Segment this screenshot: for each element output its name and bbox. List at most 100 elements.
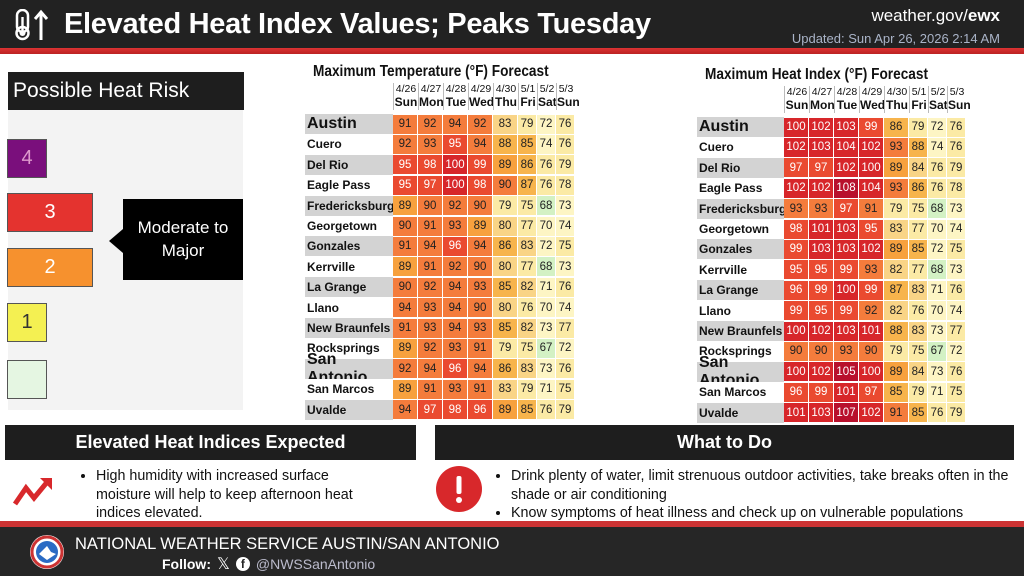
forecast-cell: 77	[556, 318, 574, 338]
forecast-cell: 94	[393, 298, 417, 318]
forecast-cell: 87	[518, 175, 536, 195]
alert-exclamation-icon	[436, 466, 482, 512]
x-icon[interactable]: 𝕏	[217, 556, 230, 573]
day-date: 4/28	[445, 83, 467, 95]
forecast-cell: 85	[884, 382, 908, 402]
city-name: San Marcos	[697, 382, 784, 403]
trend-up-arrow-icon	[12, 478, 52, 506]
table-row: Del Rio 95 98 100 99 89 86 76 79	[305, 154, 575, 175]
facebook-icon[interactable]: f	[235, 557, 250, 571]
forecast-cell: 100	[443, 155, 467, 175]
day-header: 4/30 Thu	[493, 83, 518, 110]
forecast-cell: 79	[884, 341, 908, 361]
city-name: San Marcos	[305, 379, 393, 400]
city-name: Eagle Pass	[697, 178, 784, 199]
what-to-do-header: What to Do	[435, 425, 1014, 460]
forecast-cell: 98	[418, 155, 442, 175]
day-header: 4/27 Mon	[809, 86, 835, 113]
forecast-cell: 101	[809, 219, 833, 239]
forecast-cell: 93	[468, 318, 492, 338]
day-name: Fri	[520, 95, 536, 109]
forecast-cell: 85	[909, 403, 927, 423]
updated-timestamp: Updated: Sun Apr 26, 2026 2:14 AM	[791, 31, 1000, 46]
day-date: 4/26	[395, 83, 417, 95]
forecast-cell: 107	[834, 403, 858, 423]
day-date: 4/27	[420, 83, 442, 95]
forecast-cell: 82	[518, 318, 536, 338]
forecast-cell: 97	[784, 158, 808, 178]
table-row: Georgetown 90 91 93 89 80 77 70 74	[305, 216, 575, 236]
forecast-cell: 76	[928, 403, 946, 423]
forecast-cell: 83	[493, 114, 517, 134]
forecast-cell: 101	[834, 382, 858, 402]
footer-bar	[0, 527, 1024, 576]
forecast-cell: 80	[493, 216, 517, 236]
footer-stripe	[0, 521, 1024, 527]
forecast-cell: 99	[784, 301, 808, 321]
forecast-cell: 82	[884, 260, 908, 280]
city-name: Del Rio	[697, 157, 784, 178]
forecast-cell: 76	[537, 155, 555, 175]
forecast-cell: 89	[393, 257, 417, 277]
forecast-cell: 97	[859, 382, 883, 402]
forecast-cell: 84	[909, 362, 927, 382]
forecast-cell: 75	[947, 239, 965, 259]
forecast-cell: 70	[928, 301, 946, 321]
forecast-cell: 97	[418, 175, 442, 195]
forecast-cell: 70	[537, 298, 555, 318]
table-row: New Braunfels 91 93 94 93 85 82 73 77	[305, 318, 575, 338]
forecast-cell: 95	[784, 260, 808, 280]
forecast-cell: 94	[443, 298, 467, 318]
table-row: Kerrville 95 95 99 93 82 77 68 73	[697, 259, 966, 280]
table-row: Uvalde 101 103 107 102 91 85 76 79	[697, 402, 966, 423]
forecast-cell: 89	[468, 216, 492, 236]
forecast-cell: 91	[393, 236, 417, 256]
forecast-cell: 90	[393, 277, 417, 297]
forecast-cell: 89	[393, 338, 417, 358]
forecast-cell: 91	[418, 216, 442, 236]
forecast-cell: 75	[556, 236, 574, 256]
expected-header: Elevated Heat Indices Expected	[5, 425, 416, 460]
forecast-cell: 83	[518, 236, 536, 256]
forecast-cell: 72	[928, 239, 946, 259]
forecast-cell: 90	[468, 257, 492, 277]
risk-level-3: 3	[7, 193, 93, 232]
table-row: Georgetown 98 101 103 95 83 77 70 74	[697, 219, 966, 239]
forecast-cell: 76	[537, 400, 555, 420]
site-link[interactable]: weather.gov/ewx	[871, 6, 1000, 25]
forecast-cell: 79	[493, 338, 517, 358]
social-handle[interactable]: @NWSSanAntonio	[255, 556, 376, 572]
forecast-cell: 93	[859, 260, 883, 280]
forecast-cell: 80	[493, 298, 517, 318]
day-header: 5/3 Sun	[556, 83, 580, 110]
forecast-cell: 91	[393, 318, 417, 338]
forecast-cell: 70	[928, 219, 946, 239]
day-name: Mon	[810, 98, 835, 112]
forecast-cell: 76	[909, 301, 927, 321]
forecast-cell: 94	[443, 114, 467, 134]
forecast-cell: 87	[884, 280, 908, 300]
day-date: 4/28	[836, 86, 858, 98]
follow-label: Follow:	[162, 556, 211, 572]
forecast-cell: 79	[947, 403, 965, 423]
forecast-cell: 75	[518, 338, 536, 358]
forecast-cell: 77	[518, 216, 536, 236]
day-header: 4/30 Thu	[884, 86, 909, 113]
table-row: La Grange 96 99 100 99 87 83 71 76	[697, 280, 966, 301]
city-name: Cuero	[697, 137, 784, 158]
risk-callout: Moderate to Major	[109, 199, 243, 280]
header-bar	[0, 0, 1024, 48]
risk-level-4: 4	[7, 139, 47, 178]
day-date: 5/1	[520, 83, 536, 95]
forecast-cell: 68	[928, 260, 946, 280]
day-date: 5/3	[558, 83, 574, 95]
forecast-cell: 91	[859, 199, 883, 219]
forecast-cell: 85	[518, 134, 536, 154]
forecast-cell: 86	[493, 236, 517, 256]
forecast-cell: 100	[834, 280, 858, 300]
forecast-cell: 89	[493, 155, 517, 175]
forecast-cell: 68	[928, 199, 946, 219]
day-name: Fri	[911, 98, 927, 112]
city-name: Llano	[305, 297, 393, 318]
table-row: San Marcos 89 91 93 91 83 79 71 75	[305, 379, 575, 400]
